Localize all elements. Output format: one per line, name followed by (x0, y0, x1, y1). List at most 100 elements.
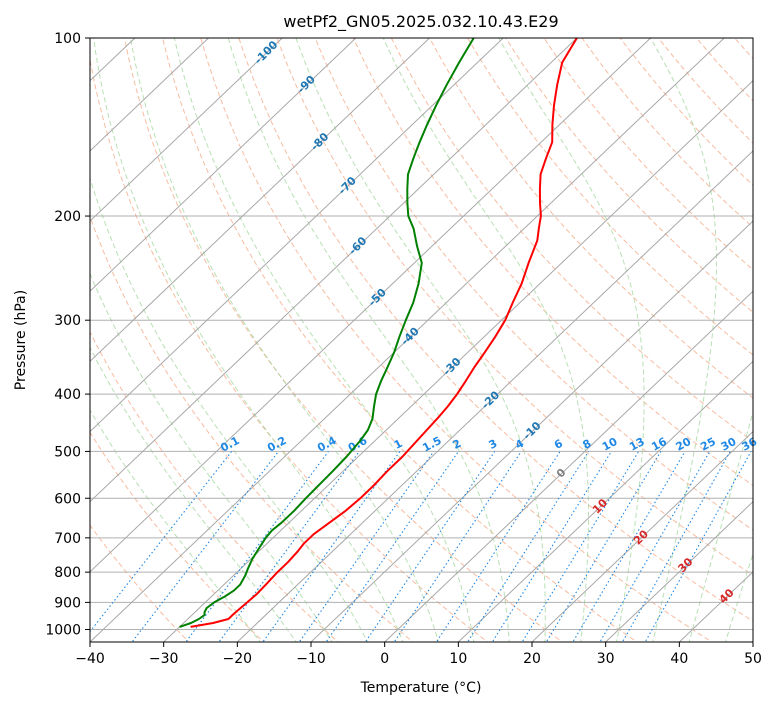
x-tick-label: 10 (449, 651, 467, 667)
isotherm-line (90, 38, 725, 642)
dry-adiabat-line (696, 38, 753, 102)
mixing-ratio-label: 16 (649, 435, 669, 454)
mixing-ratio-label: 2 (450, 437, 463, 452)
moist-adiabat-line (498, 38, 645, 642)
mixing-ratio-line (644, 451, 752, 642)
mixing-ratio-line (621, 451, 731, 642)
moist-adiabat-line (90, 409, 261, 642)
y-axis-ticks: 100 200 300 400 500 600 700 800 900 1000 (45, 31, 90, 638)
dry-adiabat-line (619, 38, 753, 186)
isotherm-line (0, 38, 61, 642)
moist-adiabat-line (129, 38, 439, 642)
mixing-ratio-label: 10 (600, 435, 620, 454)
isotherm-line (531, 430, 753, 642)
x-tick-label: −20 (223, 651, 253, 667)
mixing-ratio-line (545, 451, 662, 642)
dry-adiabat-line (314, 38, 753, 531)
y-tick-label: 900 (54, 595, 81, 611)
mixing-ratio-label: 20 (674, 435, 694, 454)
dry-adiabat-line (90, 215, 414, 642)
isotherm-line (163, 80, 753, 642)
x-tick-label: −10 (296, 651, 326, 667)
x-axis-ticks: −40 −30 −20 −10 0 10 20 30 40 50 (75, 642, 762, 667)
mixing-ratio-line (185, 451, 329, 642)
isotherm-line (605, 500, 753, 642)
mixing-ratio-line (325, 451, 459, 642)
dry-adiabat-line (90, 330, 339, 642)
y-tick-label: 400 (54, 387, 81, 403)
chart-title: wetPf2_GN05.2025.032.10.43.E29 (283, 12, 558, 32)
x-tick-label: 30 (597, 651, 615, 667)
isotherm-line (90, 38, 430, 363)
dry-adiabat-line (352, 38, 753, 487)
plot-frame (89, 37, 754, 643)
moist-adiabat-line (649, 38, 717, 642)
profile-lines (179, 38, 578, 628)
mixing-ratio-line (131, 451, 279, 642)
x-tick-label: 50 (744, 651, 762, 667)
background-lines (0, 38, 753, 642)
dry-adiabat-line (390, 38, 753, 443)
dry-adiabat-line (90, 56, 489, 642)
isotherm-line (310, 220, 753, 642)
dry-adiabat-line (543, 38, 753, 271)
moist-adiabat-line (90, 176, 369, 642)
moist-adiabat-line (173, 38, 475, 642)
dry-adiabat-line (581, 38, 753, 229)
moist-adiabat-line (227, 38, 510, 642)
mixing-ratio-line (364, 451, 496, 642)
mixing-ratio-label: 36 (740, 435, 760, 454)
mixing-ratio-line (466, 451, 590, 642)
mixing-ratio-label: 30 (719, 435, 739, 454)
y-tick-label: 1000 (45, 622, 81, 638)
isotherm-line (90, 38, 283, 222)
x-tick-label: −30 (149, 651, 179, 667)
mixing-ratio-line (491, 451, 612, 642)
mixing-ratio-line (298, 451, 435, 642)
mixing-ratio-line (435, 451, 561, 642)
y-axis-label: Pressure (hPa) (13, 290, 29, 390)
mixing-ratio-label: 6 (552, 437, 565, 452)
mixing-ratio-line (393, 451, 522, 642)
y-tick-label: 200 (54, 209, 81, 225)
mixing-ratio-line (599, 451, 711, 642)
moist-adiabat-line (93, 38, 404, 642)
moist-adiabat-line (688, 410, 753, 642)
y-tick-label: 800 (54, 565, 81, 581)
x-tick-label: 20 (523, 651, 541, 667)
mixing-ratio-label: 3 (487, 437, 500, 452)
moist-adiabat-line (90, 346, 297, 642)
isotherm-line (90, 38, 209, 152)
y-tick-label: 500 (54, 444, 81, 460)
dry-adiabat-line (505, 38, 753, 313)
isotherm-line (90, 38, 651, 573)
mixing-ratio-labels: 0.1 0.2 0.4 0.6 1 1.5 2 3 4 6 8 10 13 16 20 25 30 36 (218, 434, 759, 455)
isotherm-line (752, 641, 753, 642)
y-tick-label: 600 (54, 491, 81, 507)
dry-adiabat-line (734, 38, 753, 60)
moist-adiabat-line (725, 552, 753, 642)
mixing-ratio-line (90, 451, 233, 633)
isotherm-line (90, 38, 578, 503)
dry-adiabat-line (124, 38, 564, 642)
dry-adiabat-line (200, 38, 713, 642)
x-tick-label: 0 (380, 651, 389, 667)
mixing-ratio-label: 25 (698, 435, 718, 454)
mixing-ratio-line (521, 451, 640, 642)
isotherm-line (457, 360, 753, 642)
y-tick-label: 100 (54, 31, 81, 47)
moist-adiabat-line (295, 38, 546, 642)
isotherm-line (90, 38, 357, 292)
mixing-ratio-line (572, 451, 686, 642)
moist-adiabat-line (90, 272, 333, 642)
profile-line (190, 38, 578, 628)
y-tick-label: 300 (54, 313, 81, 329)
x-tick-label: −40 (75, 651, 105, 667)
mixing-ratio-line (218, 451, 360, 642)
isotherm-label: -100 (252, 38, 281, 67)
isotherm-line (90, 38, 504, 433)
dry-adiabat-line (429, 38, 753, 399)
